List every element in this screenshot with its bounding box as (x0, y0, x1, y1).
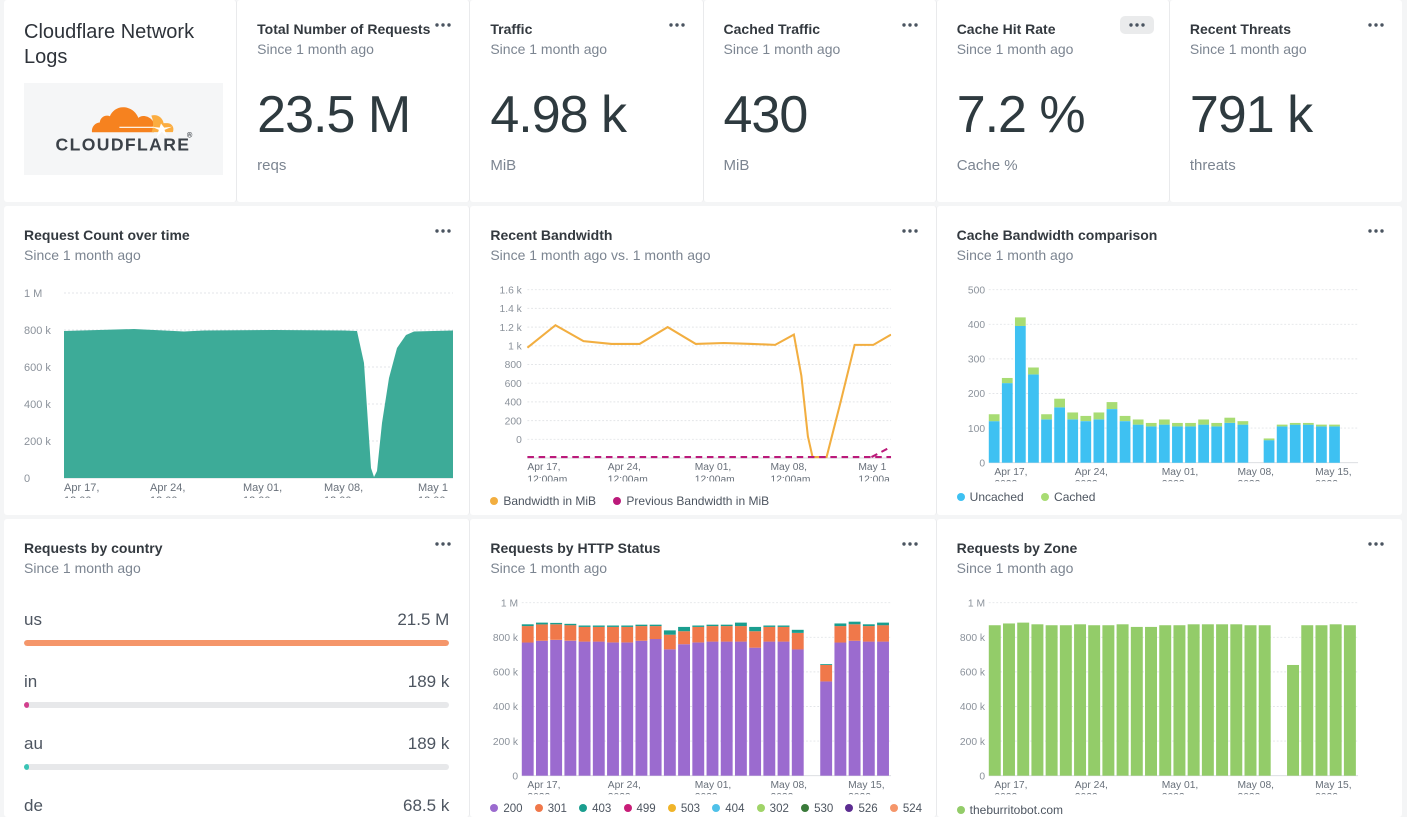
svg-text:400 k: 400 k (24, 399, 51, 411)
svg-text:May 15,: May 15, (1315, 467, 1352, 478)
svg-text:12:00a: 12:00a (859, 474, 891, 481)
svg-text:200: 200 (968, 389, 985, 400)
svg-text:800 k: 800 k (24, 325, 51, 337)
svg-text:Apr 17,: Apr 17, (64, 482, 99, 494)
svg-text:800 k: 800 k (493, 633, 519, 644)
svg-text:500: 500 (968, 285, 985, 296)
svg-text:May 15,: May 15, (848, 780, 885, 791)
svg-text:12:00am: 12:00am (324, 495, 367, 498)
svg-text:2022: 2022 (848, 792, 871, 794)
svg-text:600 k: 600 k (24, 362, 51, 374)
svg-text:0: 0 (24, 473, 30, 485)
svg-text:Apr 17,: Apr 17, (994, 467, 1027, 478)
svg-text:May 1: May 1 (418, 482, 448, 494)
svg-text:1.6 k: 1.6 k (500, 285, 523, 296)
svg-text:1 M: 1 M (968, 598, 985, 609)
svg-text:May 08,: May 08, (771, 780, 808, 791)
svg-text:2022: 2022 (994, 792, 1017, 794)
svg-text:2022: 2022 (1161, 792, 1184, 794)
svg-text:100: 100 (968, 424, 985, 435)
svg-text:400: 400 (968, 320, 985, 331)
svg-text:200 k: 200 k (960, 737, 986, 748)
svg-text:0: 0 (516, 435, 522, 446)
svg-text:200 k: 200 k (24, 436, 51, 448)
svg-text:May 1: May 1 (859, 462, 887, 473)
svg-text:2022: 2022 (1237, 479, 1260, 481)
svg-text:2022: 2022 (994, 479, 1017, 481)
svg-text:800: 800 (505, 360, 522, 371)
svg-text:12:00am: 12:00am (243, 495, 286, 498)
svg-text:2022: 2022 (771, 792, 794, 794)
svg-text:Apr 24,: Apr 24, (150, 482, 185, 494)
svg-text:May 08,: May 08, (324, 482, 363, 494)
svg-text:12:00am: 12:00am (64, 495, 107, 498)
svg-text:2022: 2022 (1074, 479, 1097, 481)
svg-text:May 01,: May 01, (1161, 467, 1198, 478)
svg-text:0: 0 (513, 771, 519, 782)
svg-text:12:00am: 12:00am (150, 495, 193, 498)
svg-text:®: ® (186, 130, 192, 139)
svg-text:2022: 2022 (528, 792, 551, 794)
svg-text:Apr 17,: Apr 17, (528, 780, 561, 791)
svg-text:12:00a: 12:00a (418, 495, 453, 498)
svg-text:Apr 24,: Apr 24, (608, 780, 641, 791)
svg-text:400 k: 400 k (960, 702, 986, 713)
svg-text:CLOUDFLARE: CLOUDFLARE (55, 134, 190, 154)
svg-text:1.4 k: 1.4 k (500, 304, 523, 315)
svg-text:1.2 k: 1.2 k (500, 323, 523, 334)
svg-text:May 01,: May 01, (695, 780, 732, 791)
svg-text:2022: 2022 (1074, 792, 1097, 794)
svg-text:300: 300 (968, 355, 985, 366)
svg-text:400: 400 (505, 398, 522, 409)
svg-text:May 08,: May 08, (1237, 467, 1274, 478)
svg-text:2022: 2022 (1315, 479, 1338, 481)
svg-text:Apr 24,: Apr 24, (608, 462, 641, 473)
svg-text:2022: 2022 (695, 792, 718, 794)
svg-text:0: 0 (979, 771, 985, 782)
svg-text:2022: 2022 (1237, 792, 1260, 794)
svg-text:May 01,: May 01, (695, 462, 732, 473)
svg-text:1 k: 1 k (508, 342, 523, 353)
svg-text:12:00am: 12:00am (695, 474, 735, 481)
svg-text:0: 0 (979, 458, 985, 469)
svg-text:400 k: 400 k (493, 702, 519, 713)
svg-text:May 08,: May 08, (1237, 780, 1274, 791)
svg-text:12:00am: 12:00am (608, 474, 648, 481)
svg-text:Apr 24,: Apr 24, (1074, 780, 1107, 791)
svg-text:May 08,: May 08, (771, 462, 808, 473)
svg-text:12:00am: 12:00am (771, 474, 811, 481)
svg-text:2022: 2022 (1315, 792, 1338, 794)
svg-text:2022: 2022 (1161, 479, 1184, 481)
svg-text:1 M: 1 M (24, 288, 42, 300)
svg-text:200: 200 (505, 416, 522, 427)
svg-text:600 k: 600 k (493, 668, 519, 679)
svg-text:2022: 2022 (608, 792, 631, 794)
svg-text:600 k: 600 k (960, 668, 986, 679)
svg-text:Apr 17,: Apr 17, (994, 780, 1027, 791)
svg-text:1 M: 1 M (501, 598, 518, 609)
svg-text:800 k: 800 k (960, 633, 986, 644)
svg-text:May 01,: May 01, (1161, 780, 1198, 791)
svg-text:Apr 17,: Apr 17, (528, 462, 561, 473)
svg-text:600: 600 (505, 379, 522, 390)
svg-text:May 15,: May 15, (1315, 780, 1352, 791)
svg-text:May 01,: May 01, (243, 482, 282, 494)
svg-text:Apr 24,: Apr 24, (1074, 467, 1107, 478)
svg-text:12:00am: 12:00am (528, 474, 568, 481)
svg-text:200 k: 200 k (493, 737, 519, 748)
